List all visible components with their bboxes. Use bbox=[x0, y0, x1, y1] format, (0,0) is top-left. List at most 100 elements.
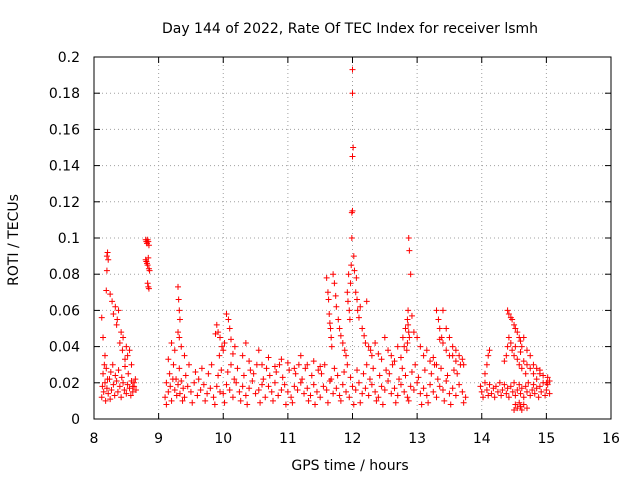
data-point bbox=[436, 325, 443, 332]
data-point bbox=[265, 383, 272, 390]
data-point bbox=[516, 399, 523, 406]
data-point bbox=[242, 392, 249, 399]
data-point bbox=[518, 406, 525, 413]
data-point bbox=[478, 388, 485, 395]
x-tick-label: 10 bbox=[214, 431, 232, 447]
data-point bbox=[383, 367, 390, 374]
data-point bbox=[197, 387, 204, 394]
data-point bbox=[351, 267, 358, 274]
data-point bbox=[162, 394, 169, 401]
data-point bbox=[360, 370, 367, 377]
y-tick-label: 0.04 bbox=[49, 340, 80, 356]
data-point bbox=[331, 365, 338, 372]
data-point bbox=[302, 365, 309, 372]
data-point bbox=[175, 329, 182, 336]
data-point bbox=[103, 253, 110, 260]
data-point bbox=[505, 334, 512, 341]
data-point bbox=[242, 339, 249, 346]
data-point bbox=[118, 394, 125, 401]
data-point bbox=[438, 365, 445, 372]
data-point bbox=[260, 376, 267, 383]
data-point bbox=[443, 347, 450, 354]
data-point bbox=[405, 307, 412, 314]
data-point bbox=[105, 256, 112, 263]
data-point bbox=[125, 370, 132, 377]
data-point bbox=[492, 383, 499, 390]
data-point bbox=[402, 325, 409, 332]
data-point bbox=[525, 379, 532, 386]
data-point bbox=[439, 387, 446, 394]
data-point bbox=[339, 381, 346, 388]
data-point bbox=[176, 365, 183, 372]
data-point bbox=[266, 372, 273, 379]
data-point bbox=[225, 316, 232, 323]
data-point bbox=[425, 399, 432, 406]
data-point bbox=[335, 316, 342, 323]
data-point bbox=[367, 347, 374, 354]
data-point bbox=[113, 321, 120, 328]
data-point bbox=[363, 361, 370, 368]
data-point bbox=[175, 283, 182, 290]
data-point bbox=[394, 392, 401, 399]
data-point bbox=[271, 363, 278, 370]
data-point bbox=[397, 354, 404, 361]
data-point bbox=[507, 339, 514, 346]
data-point bbox=[381, 387, 388, 394]
data-point bbox=[324, 289, 331, 296]
data-point bbox=[204, 390, 211, 397]
data-point bbox=[240, 372, 247, 379]
data-point bbox=[536, 370, 543, 377]
data-point bbox=[109, 298, 116, 305]
data-point bbox=[406, 334, 413, 341]
data-point bbox=[480, 394, 487, 401]
data-point bbox=[344, 289, 351, 296]
data-point bbox=[275, 392, 282, 399]
data-point bbox=[115, 307, 122, 314]
data-point bbox=[228, 361, 235, 368]
data-point bbox=[304, 385, 311, 392]
data-point bbox=[449, 343, 456, 350]
data-point bbox=[129, 388, 136, 395]
data-point bbox=[145, 238, 152, 245]
data-point bbox=[447, 401, 454, 408]
data-point bbox=[346, 307, 353, 314]
data-point bbox=[231, 376, 238, 383]
data-point bbox=[396, 376, 403, 383]
data-point bbox=[353, 274, 360, 281]
data-point bbox=[449, 385, 456, 392]
data-point bbox=[226, 387, 233, 394]
data-point bbox=[355, 379, 362, 386]
data-point bbox=[192, 368, 199, 375]
data-point bbox=[421, 367, 428, 374]
data-point bbox=[385, 347, 392, 354]
data-point bbox=[295, 361, 302, 368]
data-point bbox=[362, 339, 369, 346]
data-point bbox=[104, 376, 111, 383]
data-point bbox=[109, 361, 116, 368]
y-tick-label: 0.14 bbox=[49, 159, 80, 175]
data-point bbox=[213, 321, 220, 328]
data-point bbox=[530, 370, 537, 377]
data-point bbox=[294, 387, 301, 394]
data-point bbox=[107, 396, 114, 403]
data-point bbox=[494, 388, 501, 395]
data-point bbox=[505, 311, 512, 318]
data-point bbox=[420, 385, 427, 392]
data-point bbox=[336, 392, 343, 399]
data-point bbox=[372, 339, 379, 346]
data-point bbox=[229, 350, 236, 357]
y-tick-label: 0.18 bbox=[49, 86, 80, 102]
data-point bbox=[278, 387, 285, 394]
data-point bbox=[226, 325, 233, 332]
data-point bbox=[341, 368, 348, 375]
data-point bbox=[402, 372, 409, 379]
data-point bbox=[456, 352, 463, 359]
data-point bbox=[124, 381, 131, 388]
data-point bbox=[113, 377, 120, 384]
y-tick-label: 0.02 bbox=[49, 376, 80, 392]
data-point bbox=[352, 289, 359, 296]
data-point bbox=[433, 361, 440, 368]
data-point bbox=[210, 394, 217, 401]
data-point bbox=[263, 365, 270, 372]
data-point bbox=[121, 387, 128, 394]
